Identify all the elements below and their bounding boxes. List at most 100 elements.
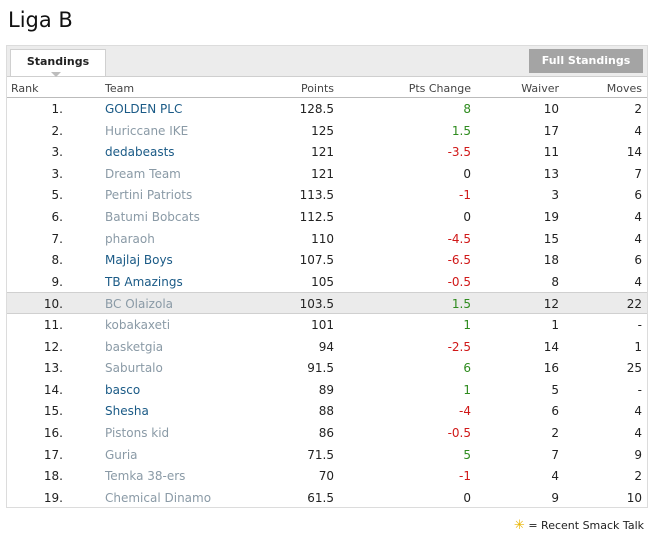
- cell-team[interactable]: Temka 38-ers: [105, 469, 186, 484]
- cell-points: 103.5: [299, 297, 334, 312]
- cell-team[interactable]: kobakaxeti: [105, 317, 171, 332]
- cell-moves: 4: [634, 231, 642, 246]
- cell-moves: 25: [626, 361, 642, 376]
- cell-rank: 15.: [43, 404, 63, 419]
- table-row: 15. Shesha 88 -4 6 4: [7, 400, 647, 422]
- table-row: 19. Chemical Dinamo 61.5 0 9 10: [7, 487, 647, 509]
- tab-bar: Standings Full Standings: [7, 46, 647, 77]
- cell-rank: 3.: [51, 145, 63, 160]
- table-row: 17. Guria 71.5 5 7 9: [7, 444, 647, 466]
- cell-team[interactable]: Saburtalo: [105, 361, 163, 376]
- cell-rank: 10.: [43, 297, 63, 312]
- cell-pts-change: 1.5: [451, 297, 471, 312]
- cell-moves: 7: [634, 166, 642, 181]
- legend-text: = Recent Smack Talk: [528, 519, 644, 532]
- cell-team[interactable]: Batumi Bobcats: [105, 209, 200, 224]
- table-row: 13. Saburtalo 91.5 6 16 25: [7, 357, 647, 379]
- cell-team[interactable]: Chemical Dinamo: [105, 490, 212, 505]
- table-row: 18. Temka 38-ers 70 -1 4 2: [7, 465, 647, 487]
- cell-pts-change: -3.5: [447, 145, 471, 160]
- cell-team[interactable]: Dream Team: [105, 166, 181, 181]
- standings-panel: Standings Full Standings Rank Team Point…: [6, 45, 648, 508]
- header-waiver[interactable]: Waiver: [521, 82, 559, 95]
- cell-rank: 7.: [51, 231, 63, 246]
- header-points[interactable]: Points: [300, 82, 334, 95]
- cell-rank: 16.: [43, 425, 63, 440]
- cell-waiver: 7: [551, 447, 559, 462]
- cell-points: 121: [311, 166, 334, 181]
- cell-moves: 6: [634, 253, 642, 268]
- cell-rank: 13.: [43, 361, 63, 376]
- cell-moves: 10: [626, 490, 642, 505]
- table-row: 10. BC Olaizola 103.5 1.5 12 22: [7, 292, 647, 314]
- cell-pts-change: -4: [459, 404, 471, 419]
- header-team[interactable]: Team: [105, 82, 135, 95]
- cell-rank: 1.: [51, 102, 63, 116]
- cell-team[interactable]: Pertini Patriots: [105, 188, 193, 203]
- cell-points: 70: [318, 469, 334, 484]
- page-title: Liga B: [8, 8, 73, 32]
- cell-moves: 2: [634, 469, 642, 484]
- cell-moves: -: [637, 317, 642, 332]
- cell-team[interactable]: pharaoh: [105, 231, 155, 246]
- table-row: 11. kobakaxeti 101 1 1 -: [7, 314, 647, 336]
- cell-team[interactable]: Guria: [105, 447, 138, 462]
- cell-rank: 9.: [51, 274, 63, 289]
- table-row: 12. basketgia 94 -2.5 14 1: [7, 336, 647, 358]
- cell-moves: 4: [634, 274, 642, 289]
- tab-standings[interactable]: Standings: [10, 49, 106, 76]
- cell-rank: 12.: [43, 339, 63, 354]
- cell-moves: 4: [634, 425, 642, 440]
- cell-rank: 19.: [43, 490, 63, 505]
- header-moves[interactable]: Moves: [606, 82, 642, 95]
- cell-team[interactable]: Pistons kid: [105, 425, 170, 440]
- cell-waiver: 3: [551, 188, 559, 203]
- table-row: 14. basco 89 1 5 -: [7, 379, 647, 401]
- legend: ✳ = Recent Smack Talk: [514, 518, 644, 533]
- table-row: 6. Batumi Bobcats 112.5 0 19 4: [7, 206, 647, 228]
- cell-points: 125: [311, 123, 334, 138]
- cell-waiver: 13: [543, 166, 559, 181]
- cell-points: 91.5: [307, 361, 334, 376]
- cell-team[interactable]: TB Amazings: [105, 274, 183, 289]
- table-header: Rank Team Points Pts Change Waiver Moves: [7, 77, 647, 98]
- cell-waiver: 8: [551, 274, 559, 289]
- cell-rank: 8.: [51, 253, 63, 268]
- cell-team[interactable]: Shesha: [105, 404, 149, 419]
- header-rank[interactable]: Rank: [11, 82, 39, 95]
- cell-waiver: 4: [551, 469, 559, 484]
- cell-rank: 18.: [43, 469, 63, 484]
- cell-team[interactable]: Majlaj Boys: [105, 253, 173, 268]
- cell-moves: 14: [626, 145, 642, 160]
- cell-points: 112.5: [299, 209, 334, 224]
- table-row: 3. dedabeasts 121 -3.5 11 14: [7, 141, 647, 163]
- table-row: 9. TB Amazings 105 -0.5 8 4: [7, 271, 647, 293]
- cell-team[interactable]: basco: [105, 382, 141, 397]
- cell-pts-change: 0: [463, 490, 471, 505]
- cell-team[interactable]: BC Olaizola: [105, 297, 174, 312]
- cell-moves: 4: [634, 404, 642, 419]
- cell-pts-change: 1.5: [451, 123, 471, 138]
- cell-points: 128.5: [299, 102, 334, 116]
- cell-team[interactable]: dedabeasts: [105, 145, 175, 160]
- cell-rank: 2.: [51, 123, 63, 138]
- table-row: 7. pharaoh 110 -4.5 15 4: [7, 228, 647, 250]
- cell-team[interactable]: GOLDEN PLC: [105, 102, 183, 116]
- full-standings-button[interactable]: Full Standings: [529, 49, 643, 73]
- cell-team[interactable]: Huriccane IKE: [105, 123, 189, 138]
- table-row: 8. Majlaj Boys 107.5 -6.5 18 6: [7, 249, 647, 271]
- cell-points: 113.5: [299, 188, 334, 203]
- cell-moves: 4: [634, 209, 642, 224]
- cell-points: 71.5: [307, 447, 334, 462]
- cell-waiver: 15: [543, 231, 559, 246]
- cell-pts-change: -6.5: [447, 253, 471, 268]
- cell-pts-change: 5: [463, 447, 471, 462]
- cell-team[interactable]: basketgia: [105, 339, 164, 354]
- table-row: 5. Pertini Patriots 113.5 -1 3 6: [7, 184, 647, 206]
- cell-waiver: 9: [551, 490, 559, 505]
- cell-waiver: 14: [543, 339, 559, 354]
- cell-pts-change: -1: [459, 469, 471, 484]
- cell-moves: 2: [634, 102, 642, 116]
- header-pts-change[interactable]: Pts Change: [408, 82, 471, 95]
- cell-pts-change: 6: [463, 361, 471, 376]
